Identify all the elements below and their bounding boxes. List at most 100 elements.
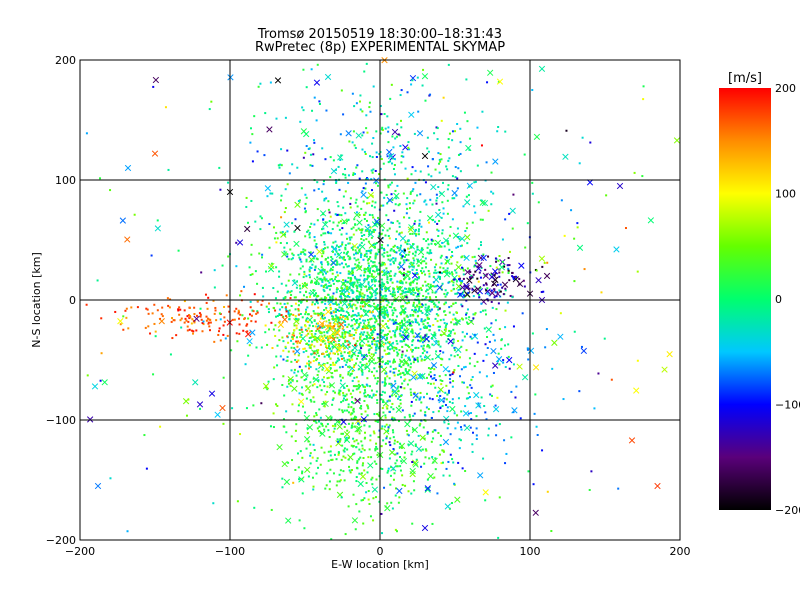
data-point-dot xyxy=(367,224,370,227)
data-point-dot xyxy=(383,112,386,115)
data-point-dot xyxy=(426,246,429,249)
data-point-cross xyxy=(345,130,352,137)
data-point-dot xyxy=(358,386,361,389)
data-point-dot xyxy=(357,422,360,425)
data-point-dot xyxy=(429,198,432,201)
data-point-dot xyxy=(261,253,264,256)
data-point-dot xyxy=(414,234,417,237)
data-point-dot xyxy=(309,366,312,369)
data-point-dot xyxy=(341,409,344,412)
data-point-dot xyxy=(373,460,376,463)
data-point-dot xyxy=(186,315,189,318)
data-point-dot xyxy=(490,394,493,397)
data-point-dot xyxy=(384,414,387,417)
data-point-dot xyxy=(392,249,395,252)
data-point-dot xyxy=(339,316,342,319)
data-point-dot xyxy=(346,306,349,309)
data-point-dot xyxy=(412,414,415,417)
data-point-dot xyxy=(368,385,371,388)
data-point-dot xyxy=(178,306,181,309)
data-point-dot xyxy=(412,289,415,292)
data-point-dot xyxy=(431,203,434,206)
data-point-dot xyxy=(422,270,425,273)
data-point-dot xyxy=(394,494,397,497)
data-point-dot xyxy=(415,295,418,298)
data-point-dot xyxy=(390,418,393,421)
data-point-dot xyxy=(418,292,421,295)
data-point-dot xyxy=(403,261,406,264)
data-point-dot xyxy=(329,306,332,309)
data-point-cross xyxy=(430,183,437,191)
data-point-dot xyxy=(450,289,453,292)
data-point-dot xyxy=(342,399,345,402)
data-point-dot xyxy=(383,312,386,315)
data-point-cross xyxy=(395,406,402,413)
data-point-dot xyxy=(278,166,281,169)
data-point-dot xyxy=(401,255,404,258)
data-point-cross xyxy=(356,425,363,432)
data-point-dot xyxy=(366,297,369,300)
data-point-dot xyxy=(600,291,603,294)
data-point-cross xyxy=(277,321,284,328)
data-point-dot xyxy=(321,249,324,252)
data-point-dot xyxy=(418,305,421,308)
data-point-dot xyxy=(385,362,388,365)
data-point-dot xyxy=(290,360,293,363)
data-point-dot xyxy=(348,329,351,332)
data-point-cross xyxy=(661,366,668,373)
data-point-dot xyxy=(371,343,374,346)
data-point-dot xyxy=(340,233,343,236)
data-point-dot xyxy=(462,205,465,208)
data-point-dot xyxy=(356,279,359,282)
data-point-dot xyxy=(387,126,390,129)
data-point-dot xyxy=(295,327,298,330)
data-point-dot xyxy=(446,168,449,171)
data-point-dot xyxy=(348,465,351,468)
data-point-dot xyxy=(377,268,380,271)
data-point-dot xyxy=(387,426,390,429)
data-point-dot xyxy=(428,286,431,289)
data-point-dot xyxy=(368,213,371,216)
data-point-dot xyxy=(347,351,350,354)
data-point-dot xyxy=(145,467,148,470)
data-point-dot xyxy=(327,300,330,303)
data-point-dot xyxy=(299,258,302,261)
data-point-dot xyxy=(402,364,405,367)
data-point-dot xyxy=(428,346,431,349)
data-point-dot xyxy=(404,167,407,170)
data-point-dot xyxy=(321,352,324,355)
data-point-cross xyxy=(386,197,394,204)
data-point-dot xyxy=(414,254,417,257)
data-point-cross xyxy=(336,423,343,430)
data-point-dot xyxy=(433,374,436,377)
data-point-dot xyxy=(352,402,355,405)
data-point-dot xyxy=(192,332,195,335)
data-point-dot xyxy=(334,314,337,317)
data-point-dot xyxy=(306,329,309,332)
data-point-dot xyxy=(296,452,299,455)
data-point-dot xyxy=(372,137,375,140)
data-point-dot xyxy=(337,357,340,360)
data-point-dot xyxy=(329,296,332,299)
data-point-dot xyxy=(177,309,180,312)
data-point-dot xyxy=(375,156,378,159)
data-point-cross xyxy=(414,332,421,339)
data-point-dot xyxy=(311,456,314,459)
data-point-dot xyxy=(315,459,318,462)
data-point-dot xyxy=(580,345,583,348)
data-point-dot xyxy=(404,354,407,357)
data-point-cross xyxy=(330,245,338,253)
data-point-dot xyxy=(437,275,440,278)
data-point-dot xyxy=(329,156,332,159)
data-point-dot xyxy=(466,120,469,123)
data-point-dot xyxy=(325,197,328,200)
data-point-dot xyxy=(435,285,438,288)
data-point-dot xyxy=(380,113,383,116)
data-point-dot xyxy=(408,216,411,219)
data-point-dot xyxy=(393,262,396,265)
data-point-dot xyxy=(246,221,249,224)
data-point-dot xyxy=(321,326,324,329)
data-point-dot xyxy=(411,268,414,271)
data-point-dot xyxy=(408,282,411,285)
